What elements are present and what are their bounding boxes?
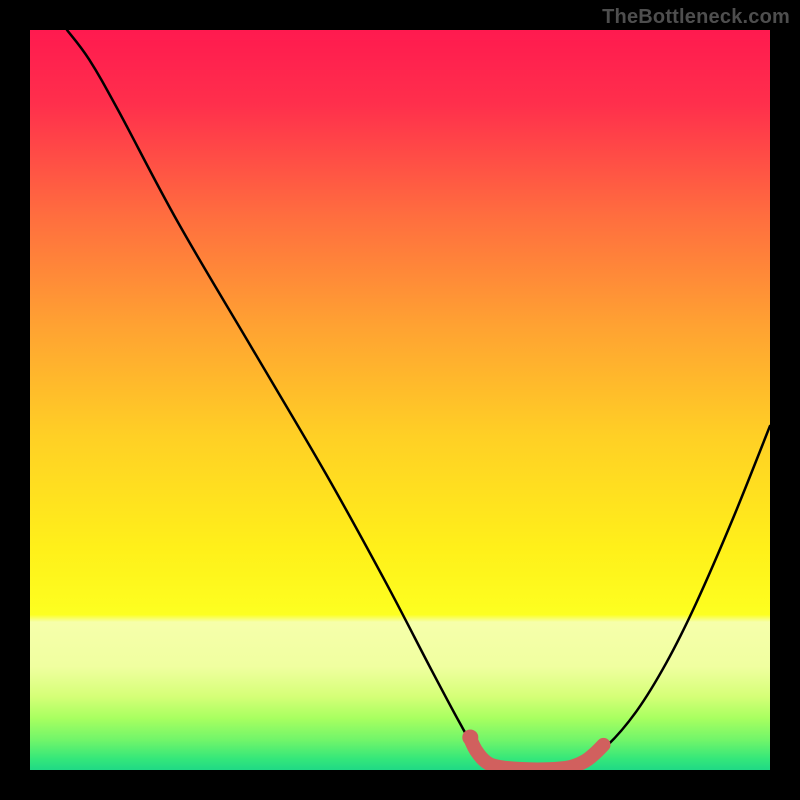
bottleneck-chart	[30, 30, 770, 770]
attribution-label: TheBottleneck.com	[602, 6, 790, 29]
highlight-start-dot	[462, 729, 478, 745]
chart-background	[30, 30, 770, 770]
chart-container: TheBottleneck.com	[0, 0, 800, 800]
